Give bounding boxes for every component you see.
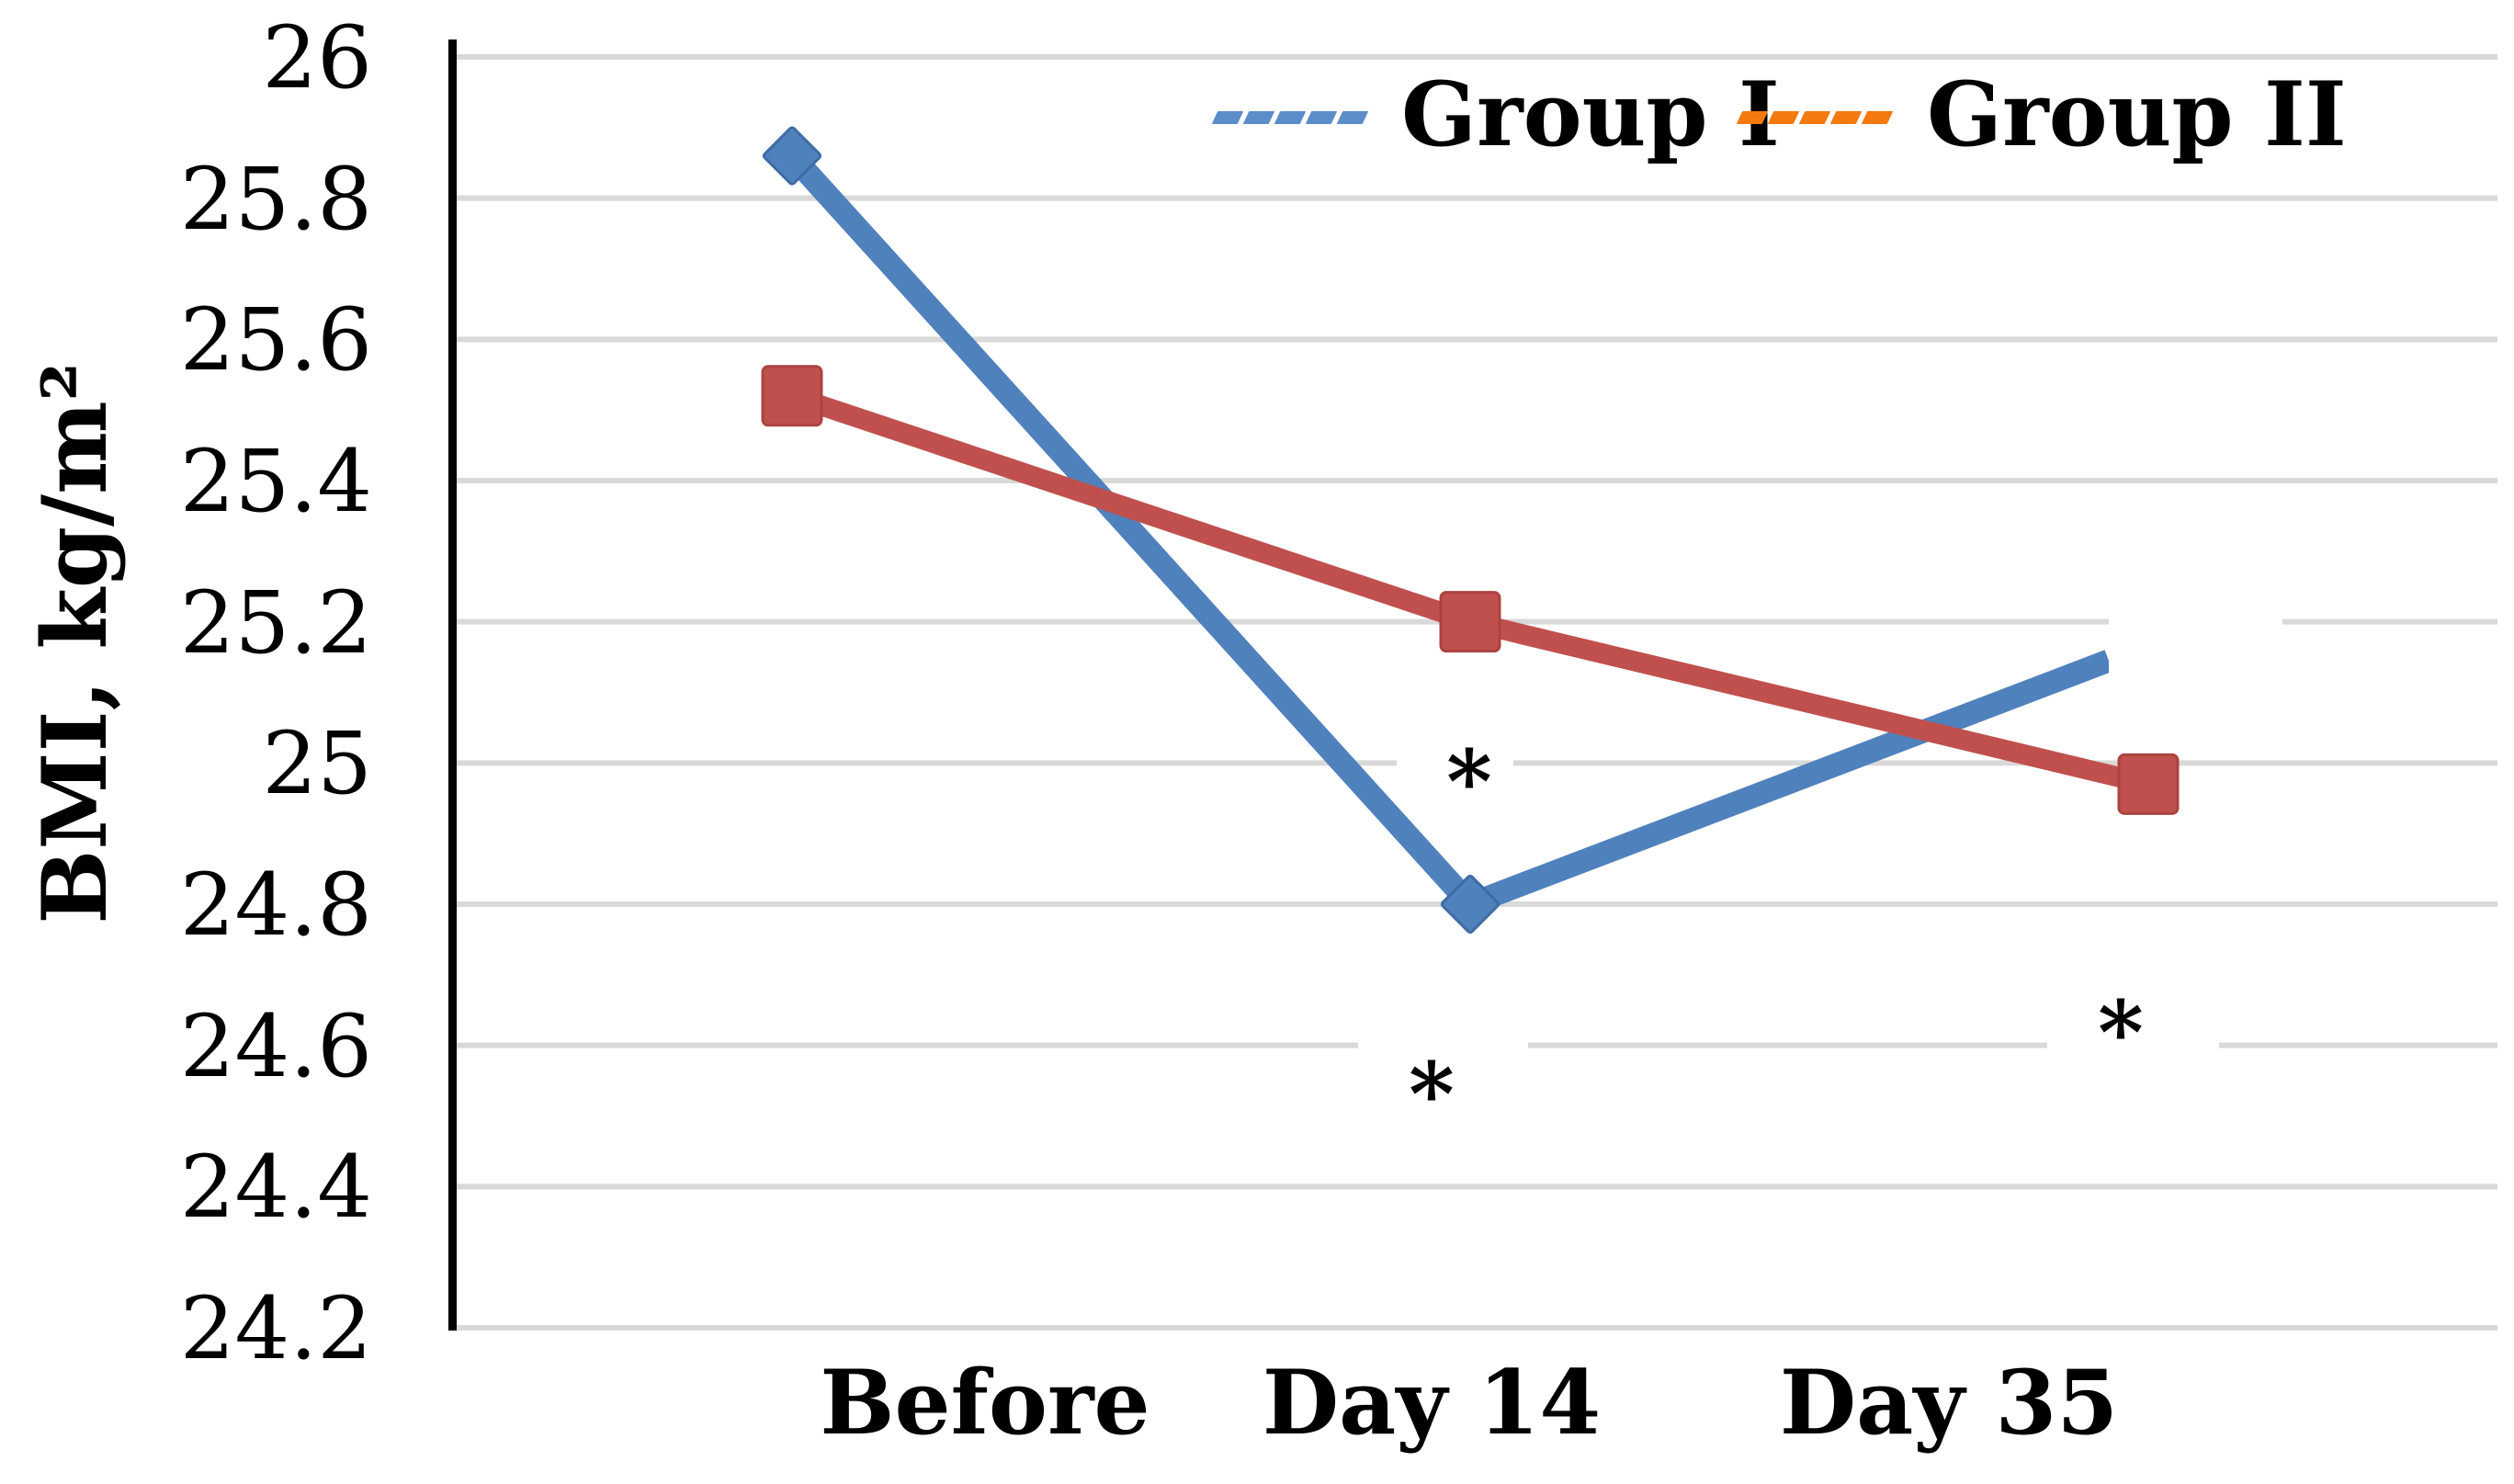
significance-asterisk: *: [2098, 982, 2144, 1084]
gridline-gap: [1397, 731, 1513, 795]
group2-marker: [761, 365, 823, 427]
significance-asterisk: *: [1409, 1044, 1455, 1146]
significance-asterisk: *: [1446, 731, 1492, 833]
gridline-gap: [2109, 593, 2282, 685]
group2-marker: [2117, 753, 2180, 815]
gridline-gap: [2047, 976, 2219, 1057]
group1-marker: [1440, 874, 1500, 935]
group2-marker: [1439, 591, 1501, 653]
gridline-gap: [1358, 1011, 1528, 1089]
group1-marker: [762, 126, 822, 186]
group2-line: [788, 386, 2151, 795]
